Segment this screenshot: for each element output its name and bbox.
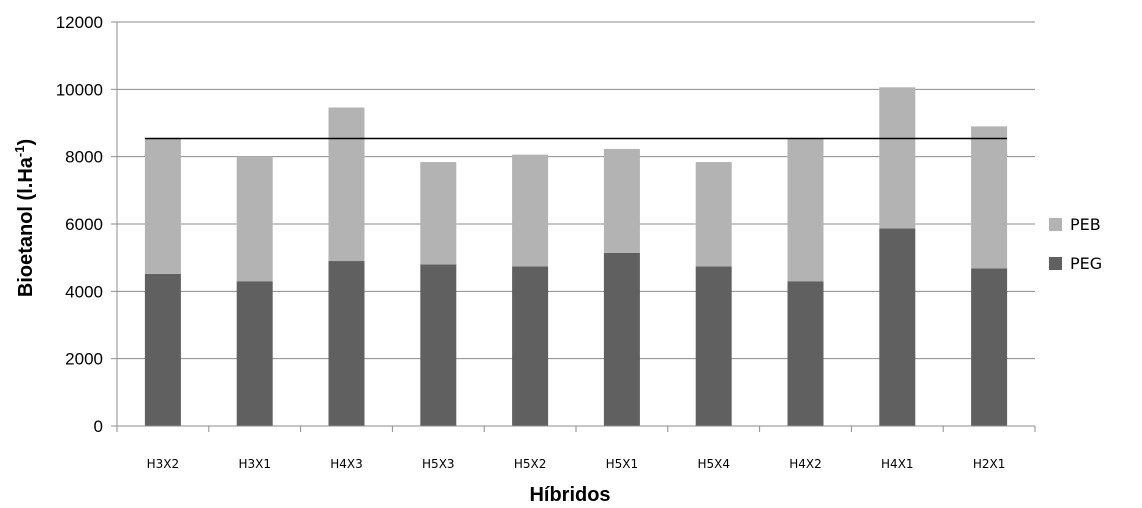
bar-peb-h4x1 (879, 87, 916, 229)
bar-peb-h3x1 (236, 156, 273, 282)
legend-swatch-peb (1049, 218, 1062, 231)
bar-peb-h5x3 (420, 162, 457, 265)
bar-peb-h5x4 (695, 162, 732, 267)
x-tick-label: H2X1 (973, 457, 1006, 471)
x-tick-label: H5X1 (606, 457, 639, 471)
bar-peg-h3x1 (236, 281, 273, 426)
bar-peb-h4x2 (787, 138, 824, 282)
y-tick-label: 6000 (65, 215, 103, 234)
x-tick-label: H4X3 (330, 457, 363, 471)
bar-peb-h5x1 (603, 148, 640, 253)
x-tick-label: H5X4 (697, 457, 730, 471)
bar-peg-h5x2 (512, 266, 549, 426)
x-axis-title: Híbridos (529, 484, 610, 506)
x-tick-label: H5X3 (422, 457, 455, 471)
legend-label-peb: PEB (1070, 215, 1101, 234)
x-tick-label: H3X1 (238, 457, 271, 471)
bar-peb-h3x2 (144, 138, 181, 274)
bars (144, 87, 1008, 426)
y-tick-label: 8000 (65, 148, 103, 167)
y-tick-label: 10000 (56, 80, 103, 99)
bar-peb-h2x1 (971, 126, 1008, 269)
legend-label-peg: PEG (1070, 254, 1102, 273)
legend: PEB PEG (1049, 215, 1102, 273)
bar-peg-h5x1 (603, 252, 640, 426)
x-tick-label: H3X2 (147, 457, 180, 471)
bar-peb-h5x2 (512, 154, 549, 267)
x-tick-label: H4X1 (881, 457, 914, 471)
axes (111, 21, 1036, 432)
y-tick-label: 4000 (65, 282, 103, 301)
x-tick-labels: H3X2 H3X1 H4X3 H5X3 H5X2 H5X1 H5X4 H4X2 H4X1 H2X1 (147, 457, 1006, 471)
bar-peg-h5x4 (695, 266, 732, 426)
y-axis-title: Bioetanol (l.Ha-1) (12, 139, 37, 297)
bar-peg-h2x1 (971, 268, 1008, 426)
x-tick-label: H4X2 (789, 457, 822, 471)
bar-peg-h3x2 (144, 273, 181, 426)
legend-swatch-peg (1049, 257, 1062, 270)
y-tick-label: 2000 (65, 350, 103, 369)
y-tick-label: 0 (94, 417, 103, 436)
x-tick-label: H5X2 (514, 457, 547, 471)
bar-peg-h4x2 (787, 281, 824, 426)
y-tick-label: 12000 (56, 13, 103, 32)
y-tick-labels: 0 2000 4000 6000 8000 10000 12000 (56, 13, 103, 436)
bar-peg-h5x3 (420, 264, 457, 426)
bar-peg-h4x1 (879, 228, 916, 426)
bar-peg-h4x3 (328, 261, 365, 426)
bar-peb-h4x3 (328, 107, 365, 262)
